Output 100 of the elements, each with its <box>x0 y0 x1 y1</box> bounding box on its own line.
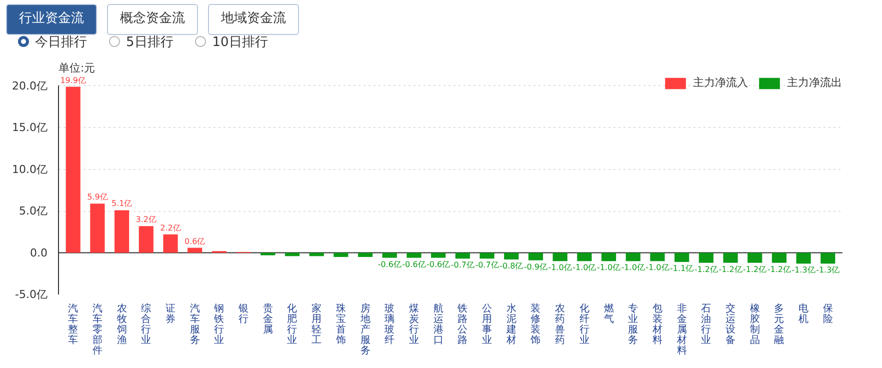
bar <box>552 252 568 262</box>
x-tick-label: 煤炭行业 <box>408 302 419 346</box>
data-label: -1.0亿 <box>548 263 572 272</box>
bar <box>66 86 80 253</box>
x-tick-label: 公用事业 <box>482 302 492 346</box>
legend-label: 主力净流入 <box>693 75 748 90</box>
bar <box>772 252 786 263</box>
bar <box>455 252 470 259</box>
data-label: -1.2亿 <box>743 264 767 274</box>
x-tick-label: 珠宝首饰 <box>334 302 346 346</box>
x-tick-label: 汽车整车 <box>68 302 78 346</box>
data-label: -0.8亿 <box>500 261 524 270</box>
bar <box>260 252 276 256</box>
x-tick-label: 保险 <box>822 304 833 325</box>
bar <box>504 252 519 260</box>
bar <box>334 252 348 257</box>
x-tick-label: 化纤行业 <box>579 302 590 346</box>
y-tick-label: 20.0亿 <box>12 79 48 92</box>
data-label: -0.9亿 <box>524 262 548 272</box>
bar <box>138 226 154 253</box>
y-tick-label: -5.0亿 <box>15 288 48 301</box>
text: 5日排行 <box>125 34 174 52</box>
y-tick-label: 0.0 <box>30 246 48 260</box>
bar <box>820 252 836 264</box>
x-tick-label: 化肥行业 <box>287 302 298 346</box>
x-tick-label: 银行 <box>238 304 249 325</box>
data-label: 5.1亿 <box>111 199 132 208</box>
bar <box>163 234 178 253</box>
data-label: -0.6亿 <box>402 260 426 269</box>
x-tick-label: 贵金属 <box>262 302 273 336</box>
data-label: -1.3亿 <box>792 266 816 275</box>
data-label: -1.0亿 <box>596 263 621 272</box>
data-label: -0.7亿 <box>475 260 499 270</box>
text: 概念资金流 <box>107 4 198 35</box>
x-tick-label: 包装材料 <box>651 302 662 346</box>
data-label: -0.6亿 <box>378 260 402 269</box>
x-tick-label: 橡胶制品 <box>750 302 760 346</box>
x-tick-label: 农药兽药 <box>555 304 566 346</box>
x-tick-label: 非金属材料 <box>676 302 687 356</box>
data-label: -1.1亿 <box>670 264 694 273</box>
bar <box>723 252 738 263</box>
x-tick-label: 家用轻工 <box>312 302 322 346</box>
bar <box>528 252 544 260</box>
data-label: 19.9亿 <box>60 76 86 85</box>
bar <box>480 252 494 259</box>
x-tick-label: 铁路公路 <box>456 302 468 346</box>
bar <box>796 252 811 264</box>
y-tick-label: 15.0亿 <box>12 121 48 134</box>
y-tick-label: 10.0亿 <box>12 162 48 176</box>
bar <box>577 252 592 262</box>
bar <box>406 252 422 258</box>
data-label: 5.9亿 <box>87 192 108 202</box>
bar <box>698 252 714 263</box>
data-label: -1.0亿 <box>572 263 596 272</box>
bar <box>674 252 690 262</box>
text: 10日排行 <box>211 34 268 52</box>
bar <box>601 252 616 262</box>
data-label: 0.6亿 <box>184 236 206 246</box>
data-label: -0.7亿 <box>450 260 474 270</box>
data-label: -1.2亿 <box>694 264 718 274</box>
bar <box>90 204 105 253</box>
data-label: -0.6亿 <box>426 260 450 269</box>
x-tick-label: 综合行业 <box>141 302 152 346</box>
x-tick-label: 交运设备 <box>726 302 736 346</box>
x-tick-label: 证券 <box>166 302 176 325</box>
data-label: -1.0亿 <box>621 263 645 272</box>
x-tick-label: 燃气 <box>604 302 614 325</box>
bar <box>650 252 665 262</box>
x-tick-label: 多元金融 <box>774 302 784 346</box>
bar <box>382 252 397 258</box>
y-tick-label: 5.0亿 <box>19 204 48 218</box>
data-label: -1.2亿 <box>767 264 791 274</box>
x-tick-label: 专业服务 <box>628 302 638 346</box>
data-label: -1.0亿 <box>646 263 670 272</box>
x-tick-label: 汽车零部件 <box>92 302 102 356</box>
x-tick-label: 房地产服务 <box>359 302 370 356</box>
x-tick-label: 装修装饰 <box>530 302 541 346</box>
legend-label: 主力净流出 <box>787 75 842 90</box>
text: 地域资金流 <box>208 4 299 35</box>
x-tick-label: 水泥建材 <box>505 302 516 346</box>
text: 行业资金流 <box>6 4 97 35</box>
bar <box>114 210 130 253</box>
x-tick-label: 电机 <box>798 302 809 325</box>
y-axis-title: 单位:元 <box>58 62 96 74</box>
x-tick-label: 汽车服务 <box>190 302 200 346</box>
text: 今日排行 <box>34 34 87 52</box>
x-tick-label: 农牧饲渔 <box>116 304 127 346</box>
data-label: 3.2亿 <box>136 215 157 224</box>
x-tick-label: 石油行业 <box>701 304 712 346</box>
x-tick-label: 航运港口 <box>433 302 444 346</box>
data-label: -1.3亿 <box>816 266 840 275</box>
bar <box>188 248 202 253</box>
x-tick-label: 钢铁行业 <box>213 304 224 346</box>
data-label: 2.2亿 <box>160 223 181 232</box>
bar <box>748 252 762 263</box>
bar <box>358 252 373 257</box>
bar <box>626 252 640 262</box>
data-label: -1.2亿 <box>718 264 742 274</box>
x-tick-label: 玻璃玻纤 <box>384 302 395 346</box>
bar <box>431 252 446 258</box>
